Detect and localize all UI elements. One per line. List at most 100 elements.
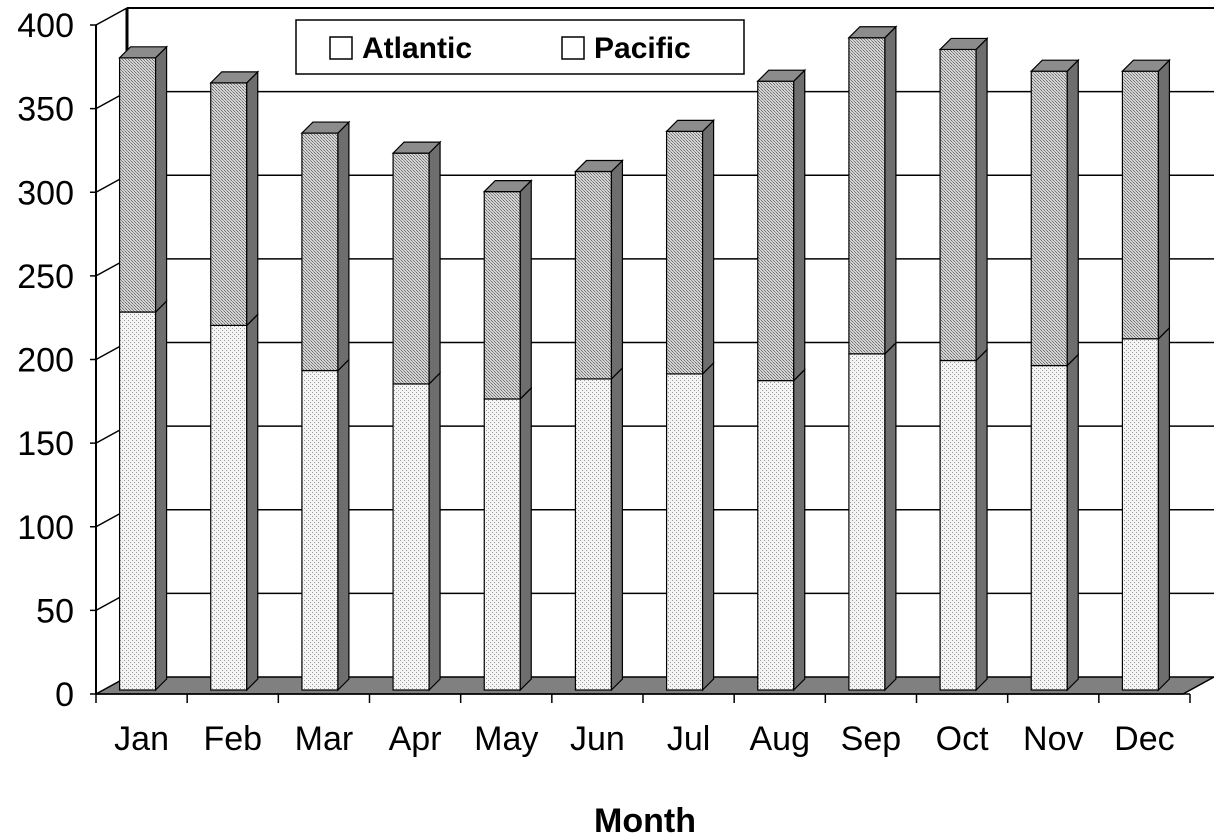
bar-atlantic-nov xyxy=(1030,364,1068,691)
bar-stack-may xyxy=(482,179,533,692)
bar-atlantic-jul xyxy=(665,373,704,691)
bar-atlantic-aug xyxy=(757,379,795,691)
bar-side-atlantic-mar xyxy=(337,358,350,692)
bar-side-atlantic-jun xyxy=(610,366,624,692)
x-tick-label: May xyxy=(474,720,538,758)
bar-pacific-jun xyxy=(574,170,613,380)
bar-pacific-mar xyxy=(301,132,339,372)
bar-pacific-feb xyxy=(210,82,248,326)
bar-top-sep xyxy=(847,26,898,39)
bar-pacific-jan xyxy=(118,57,157,313)
y-tick-label: 0 xyxy=(55,676,74,714)
bar-top-jul xyxy=(665,119,716,132)
bar-side-atlantic-apr xyxy=(428,371,441,692)
gridline-side xyxy=(95,7,128,26)
y-tick-label: 100 xyxy=(17,509,74,547)
bar-stack-mar xyxy=(300,120,351,692)
bar-top-may xyxy=(482,179,533,193)
x-tick-label: Jun xyxy=(570,720,625,758)
bar-stack-dec xyxy=(1120,58,1171,692)
bar-pacific-dec xyxy=(1121,70,1160,340)
bar-top-jun xyxy=(573,159,624,173)
x-tick-label: Jan xyxy=(114,720,169,758)
x-axis-title: Month xyxy=(594,802,696,838)
bar-side-pacific-dec xyxy=(1157,58,1171,341)
bar-pacific-oct xyxy=(939,48,977,362)
bar-side-pacific-apr xyxy=(428,140,441,386)
y-tick-label: 400 xyxy=(17,7,74,45)
legend: Atlantic Pacific xyxy=(295,19,745,75)
x-tick-label: Dec xyxy=(1114,720,1174,758)
bar-top-aug xyxy=(756,69,807,82)
bar-side-pacific-nov xyxy=(1066,58,1079,367)
bar-atlantic-mar xyxy=(301,369,339,691)
legend-label-pacific: Pacific xyxy=(594,32,691,65)
x-tick-label: Apr xyxy=(389,720,442,758)
bar-side-atlantic-dec xyxy=(1157,326,1171,692)
bar-atlantic-oct xyxy=(939,359,977,691)
bar-side-atlantic-oct xyxy=(975,348,988,692)
y-tick-label: 200 xyxy=(17,342,74,380)
bar-pacific-may xyxy=(483,190,521,400)
bar-stack-nov xyxy=(1029,58,1080,692)
bar-atlantic-may xyxy=(483,398,521,691)
bar-stack-feb xyxy=(209,70,260,692)
bar-pacific-sep xyxy=(848,37,886,355)
bar-top-jan xyxy=(118,46,169,59)
bar-side-atlantic-sep xyxy=(884,341,897,692)
y-tick-label: 150 xyxy=(17,425,74,463)
bar-stack-oct xyxy=(938,36,989,692)
y-tick-label: 350 xyxy=(17,91,74,129)
bar-side-pacific-sep xyxy=(884,25,897,356)
y-tick-label: 300 xyxy=(17,174,74,212)
legend-swatch-pacific xyxy=(561,36,585,60)
bars xyxy=(118,25,1171,692)
y-tick-label: 50 xyxy=(36,592,74,630)
bar-atlantic-sep xyxy=(848,353,886,691)
bar-side-pacific-jul xyxy=(701,118,715,376)
bar-side-pacific-mar xyxy=(337,120,350,373)
bar-side-atlantic-jan xyxy=(154,299,168,692)
bar-side-atlantic-jul xyxy=(701,361,715,692)
bar-atlantic-jan xyxy=(118,311,157,691)
x-axis: Jan Feb Mar Apr May Jun Jul Aug Sep Oct Nov Dec xyxy=(95,693,1191,758)
bar-side-pacific-oct xyxy=(975,36,988,362)
bar-stack-jun xyxy=(573,159,624,692)
bar-top-feb xyxy=(209,71,260,84)
x-tick-label: Nov xyxy=(1023,720,1083,758)
bar-side-pacific-aug xyxy=(793,68,806,383)
legend-box xyxy=(295,19,745,75)
legend-swatch-atlantic xyxy=(329,36,353,60)
bar-stack-jul xyxy=(665,118,716,692)
bar-top-mar xyxy=(300,121,351,134)
bar-top-apr xyxy=(391,141,442,154)
bar-side-atlantic-feb xyxy=(246,312,259,692)
bar-top-oct xyxy=(938,37,989,51)
x-tick-label: Feb xyxy=(203,720,262,758)
bar-atlantic-feb xyxy=(210,324,248,691)
bar-stack-jan xyxy=(118,45,169,692)
bar-top-nov xyxy=(1029,59,1080,72)
bar-side-pacific-may xyxy=(519,179,532,401)
bar-pacific-aug xyxy=(757,80,795,382)
bar-atlantic-jun xyxy=(574,378,613,691)
bar-stack-apr xyxy=(391,140,442,692)
x-tick-label: Sep xyxy=(841,720,902,758)
bar-side-pacific-feb xyxy=(246,70,259,327)
bar-side-atlantic-aug xyxy=(793,368,806,692)
y-tick-label: 250 xyxy=(17,258,74,296)
bar-pacific-jul xyxy=(665,130,704,375)
x-tick-label: Jul xyxy=(667,720,710,758)
bar-side-pacific-jun xyxy=(610,159,624,381)
bar-top-dec xyxy=(1120,59,1171,72)
bar-pacific-apr xyxy=(392,152,430,385)
bar-atlantic-dec xyxy=(1121,338,1160,691)
bar-side-pacific-jan xyxy=(154,45,168,314)
legend-label-atlantic: Atlantic xyxy=(362,32,472,65)
bar-stack-sep xyxy=(847,25,898,692)
bar-pacific-nov xyxy=(1030,70,1068,367)
bar-stack-aug xyxy=(756,68,807,692)
bar-atlantic-apr xyxy=(392,383,430,691)
y-axis: 0 50 100 150 200 250 300 350 400 xyxy=(17,7,97,714)
